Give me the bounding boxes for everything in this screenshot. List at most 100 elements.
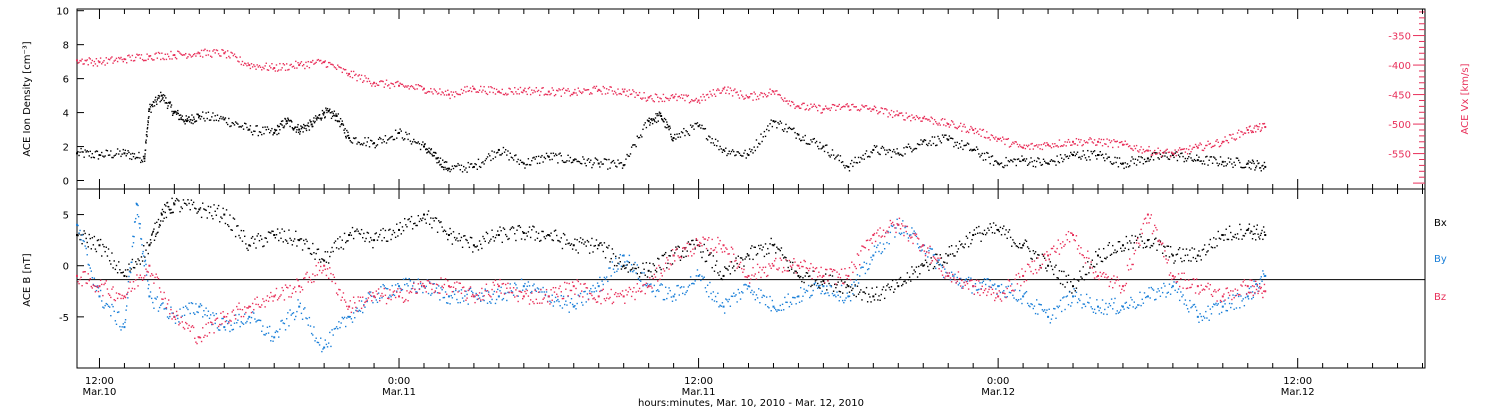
data-dot bbox=[401, 83, 404, 86]
data-dot bbox=[97, 60, 100, 62]
data-dot bbox=[740, 257, 743, 259]
data-dot bbox=[104, 155, 106, 157]
data-dot bbox=[718, 274, 720, 276]
data-dot bbox=[275, 64, 278, 66]
data-dot bbox=[1262, 273, 1265, 275]
data-dot bbox=[495, 88, 498, 91]
data-dot bbox=[308, 66, 311, 69]
data-dot bbox=[511, 291, 514, 293]
data-dot bbox=[136, 263, 138, 265]
data-dot bbox=[360, 300, 363, 302]
data-dot bbox=[621, 266, 624, 268]
data-dot bbox=[181, 207, 183, 210]
data-dot bbox=[409, 280, 412, 282]
data-dot bbox=[202, 316, 204, 318]
data-dot bbox=[482, 161, 484, 163]
data-dot bbox=[550, 152, 552, 155]
data-dot bbox=[282, 120, 284, 122]
data-dot bbox=[1190, 157, 1192, 159]
data-dot bbox=[735, 294, 737, 296]
data-dot bbox=[165, 58, 168, 61]
data-dot bbox=[1009, 292, 1012, 294]
data-dot bbox=[883, 108, 886, 110]
data-dot bbox=[231, 329, 233, 331]
data-dot bbox=[138, 259, 140, 262]
data-dot bbox=[1208, 243, 1210, 246]
data-dot bbox=[386, 240, 389, 242]
data-dot bbox=[651, 98, 653, 100]
data-dot bbox=[192, 312, 195, 314]
data-dot bbox=[1083, 279, 1086, 281]
data-dot bbox=[804, 291, 806, 294]
data-dot bbox=[577, 87, 580, 89]
data-dot bbox=[948, 246, 951, 248]
data-dot bbox=[114, 154, 117, 156]
data-dot bbox=[1166, 148, 1168, 151]
data-dot bbox=[229, 125, 231, 128]
data-dot bbox=[1210, 156, 1213, 158]
data-point bbox=[1264, 165, 1267, 168]
data-dot bbox=[551, 158, 553, 161]
data-point bbox=[198, 305, 201, 308]
data-dot bbox=[812, 138, 814, 140]
data-dot bbox=[105, 57, 107, 59]
data-dot bbox=[1037, 253, 1039, 256]
data-dot bbox=[978, 225, 980, 228]
data-dot bbox=[680, 286, 683, 288]
data-dot bbox=[169, 212, 172, 214]
data-dot bbox=[807, 275, 810, 278]
data-dot bbox=[490, 159, 492, 162]
data-point bbox=[772, 264, 775, 267]
data-dot bbox=[668, 128, 670, 131]
data-dot bbox=[342, 124, 345, 126]
data-dot bbox=[374, 233, 376, 235]
data-dot bbox=[232, 217, 235, 219]
data-dot bbox=[160, 91, 162, 94]
data-dot bbox=[115, 57, 118, 60]
data-point bbox=[497, 90, 500, 93]
data-dot bbox=[1007, 160, 1010, 162]
data-dot bbox=[1239, 161, 1241, 164]
data-dot bbox=[371, 239, 373, 241]
data-dot bbox=[641, 98, 643, 100]
data-dot bbox=[1182, 155, 1184, 158]
data-dot bbox=[139, 223, 142, 225]
data-dot bbox=[228, 117, 230, 120]
data-dot bbox=[507, 150, 509, 152]
data-dot bbox=[1080, 294, 1082, 296]
data-dot bbox=[1109, 141, 1112, 144]
data-dot bbox=[365, 77, 367, 79]
data-dot bbox=[1141, 157, 1143, 159]
data-dot bbox=[403, 218, 406, 220]
data-dot bbox=[199, 303, 202, 305]
data-dot bbox=[552, 152, 555, 154]
data-dot bbox=[918, 143, 920, 146]
data-dot bbox=[782, 130, 785, 132]
data-dot bbox=[1201, 163, 1204, 165]
data-dot bbox=[845, 286, 847, 289]
data-dot bbox=[671, 94, 674, 96]
data-dot bbox=[476, 298, 479, 301]
data-dot bbox=[567, 242, 569, 245]
data-dot bbox=[908, 146, 911, 148]
data-dot bbox=[334, 240, 337, 242]
data-dot bbox=[156, 99, 159, 101]
data-dot bbox=[489, 91, 491, 93]
data-dot bbox=[77, 224, 79, 227]
data-dot bbox=[1260, 276, 1262, 278]
data-point bbox=[547, 90, 550, 93]
data-dot bbox=[533, 156, 535, 159]
data-dot bbox=[1192, 256, 1194, 259]
data-dot bbox=[1038, 303, 1040, 305]
data-dot bbox=[385, 240, 388, 242]
data-dot bbox=[81, 284, 83, 287]
data-dot bbox=[352, 237, 355, 240]
data-dot bbox=[824, 144, 827, 147]
data-dot bbox=[251, 302, 254, 305]
data-point bbox=[897, 223, 900, 226]
data-dot bbox=[935, 144, 937, 147]
data-dot bbox=[705, 138, 708, 140]
data-dot bbox=[784, 97, 786, 99]
data-dot bbox=[562, 87, 565, 89]
data-dot bbox=[516, 229, 518, 231]
